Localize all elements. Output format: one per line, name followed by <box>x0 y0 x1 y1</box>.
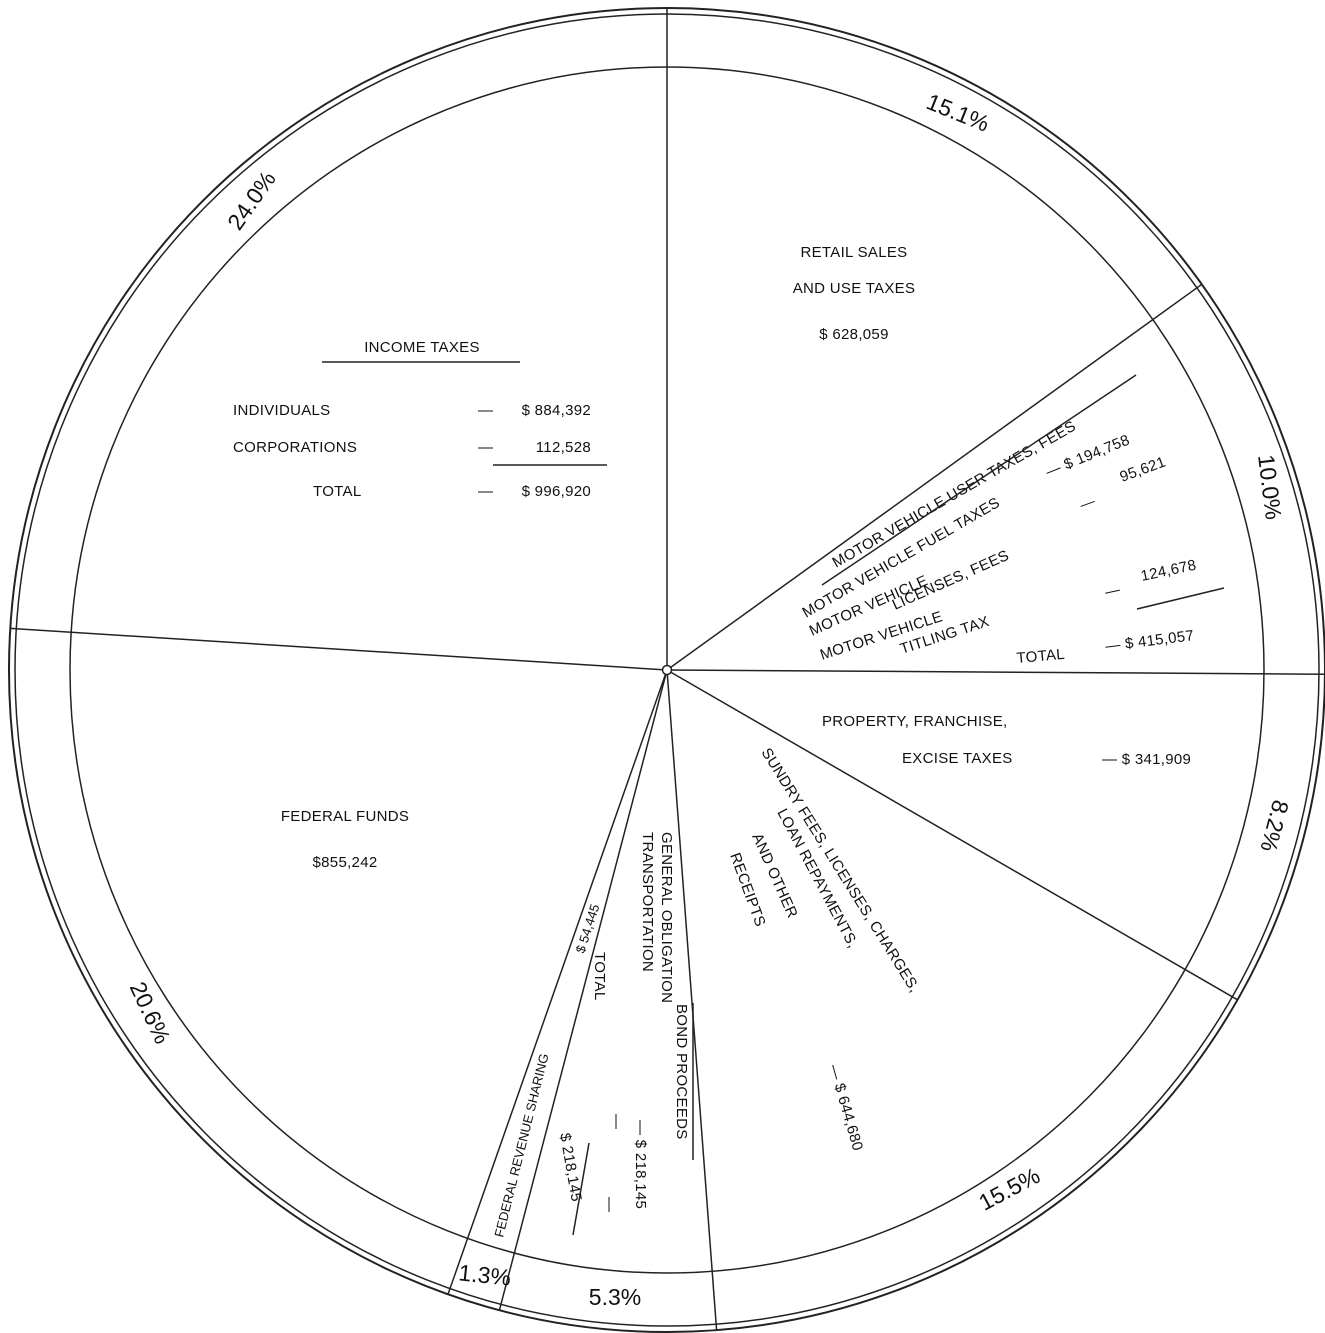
boundary-sundry-end <box>666 669 718 1331</box>
boundary-bond-end <box>498 669 668 1311</box>
income-row-dash: — <box>478 483 493 500</box>
boundary-motor-end <box>666 669 1325 675</box>
income-row-label: CORPORATIONS <box>233 439 357 456</box>
center-point <box>661 664 673 676</box>
property-block: PROPERTY, FRANCHISE, EXCISE TAXES — $ 34… <box>822 713 1191 768</box>
retail-amount: $ 628,059 <box>819 326 888 343</box>
bond-total-dash: — <box>608 1114 625 1129</box>
federal-block: FEDERAL FUNDS $855,242 <box>281 808 409 871</box>
motor-sum-rule <box>1136 587 1225 610</box>
federal-title: FEDERAL FUNDS <box>281 808 409 825</box>
bond-total-dash: — <box>601 1197 618 1212</box>
income-row-label: INDIVIDUALS <box>233 402 331 419</box>
bond-title: BOND PROCEEDS <box>673 1004 690 1140</box>
retail-title-line1: RETAIL SALES <box>801 244 908 261</box>
property-line2: EXCISE TAXES <box>902 750 1013 767</box>
pct-label-motor: 10.0% <box>1253 453 1287 521</box>
motor-total-label: TOTAL <box>1016 646 1066 667</box>
pct-label-sundry: 15.5% <box>974 1162 1044 1216</box>
bond-block: BOND PROCEEDS GENERAL OBLIGATION TRANSPO… <box>556 832 694 1236</box>
property-amount: — $ 341,909 <box>1102 751 1191 768</box>
pct-label-property: 8.2% <box>1255 797 1294 854</box>
revenue-sharing-block: FEDERAL REVENUE SHARING $ 54,445 <box>491 902 602 1239</box>
motor-title: MOTOR VEHICLE USER TAXES, FEES <box>830 418 1079 572</box>
income-row-dash: — <box>478 439 493 456</box>
boundary-revenue_sharing-end <box>447 669 668 1295</box>
motor-block: MOTOR VEHICLE USER TAXES, FEES MOTOR VEH… <box>800 374 1225 667</box>
motor-title-underline <box>821 374 1137 586</box>
bond-go-line1: GENERAL OBLIGATION <box>658 832 675 1003</box>
bond-total-label: TOTAL <box>591 952 608 1000</box>
boundary-retail-end <box>666 283 1203 671</box>
pct-label-revenue-sharing: 1.3% <box>457 1259 512 1290</box>
retail-title-line2: AND USE TAXES <box>793 280 916 297</box>
motor-titling-amount: 124,678 <box>1139 557 1198 585</box>
motor-licenses-dash: — <box>1078 493 1098 514</box>
percent-labels: 15.1% 10.0% 8.2% 15.5% 5.3% 1.3% 20.6% 2… <box>125 88 1294 1310</box>
bond-sum-rule <box>572 1142 590 1236</box>
income-row-label: TOTAL <box>313 483 361 500</box>
bond-go-amount: — $ 218,145 <box>632 1120 649 1209</box>
sundry-block: SUNDRY FEES, LICENSES, CHARGES, LOAN REP… <box>726 745 923 1153</box>
retail-block: RETAIL SALES AND USE TAXES $ 628,059 <box>793 244 916 343</box>
income-row-amount: $ 884,392 <box>522 402 591 419</box>
income-row-amount: $ 996,920 <box>522 483 591 500</box>
bond-go-line2: TRANSPORTATION <box>639 832 656 972</box>
boundary-federal-end <box>10 627 668 671</box>
bond-total-amount: $ 218,145 <box>556 1132 585 1203</box>
pct-label-income: 24.0% <box>222 166 281 234</box>
motor-licenses-amount: 95,621 <box>1118 453 1169 485</box>
motor-titling-dash: — <box>1103 581 1122 601</box>
sundry-amount: — $ 644,680 <box>825 1062 866 1152</box>
pct-label-federal: 20.6% <box>125 978 176 1048</box>
federal-amount: $855,242 <box>313 854 378 871</box>
income-row-dash: — <box>478 402 493 419</box>
income-block: INCOME TAXES INDIVIDUALS — $ 884,392 COR… <box>233 339 607 500</box>
slice-boundaries <box>10 8 1325 1331</box>
motor-total-amount: — $ 415,057 <box>1104 627 1195 655</box>
property-line1: PROPERTY, FRANCHISE, <box>822 713 1008 730</box>
income-title: INCOME TAXES <box>364 339 480 356</box>
pct-label-bond: 5.3% <box>589 1284 641 1310</box>
income-row-amount: 112,528 <box>536 439 591 456</box>
boundary-property-end <box>666 669 1238 1001</box>
